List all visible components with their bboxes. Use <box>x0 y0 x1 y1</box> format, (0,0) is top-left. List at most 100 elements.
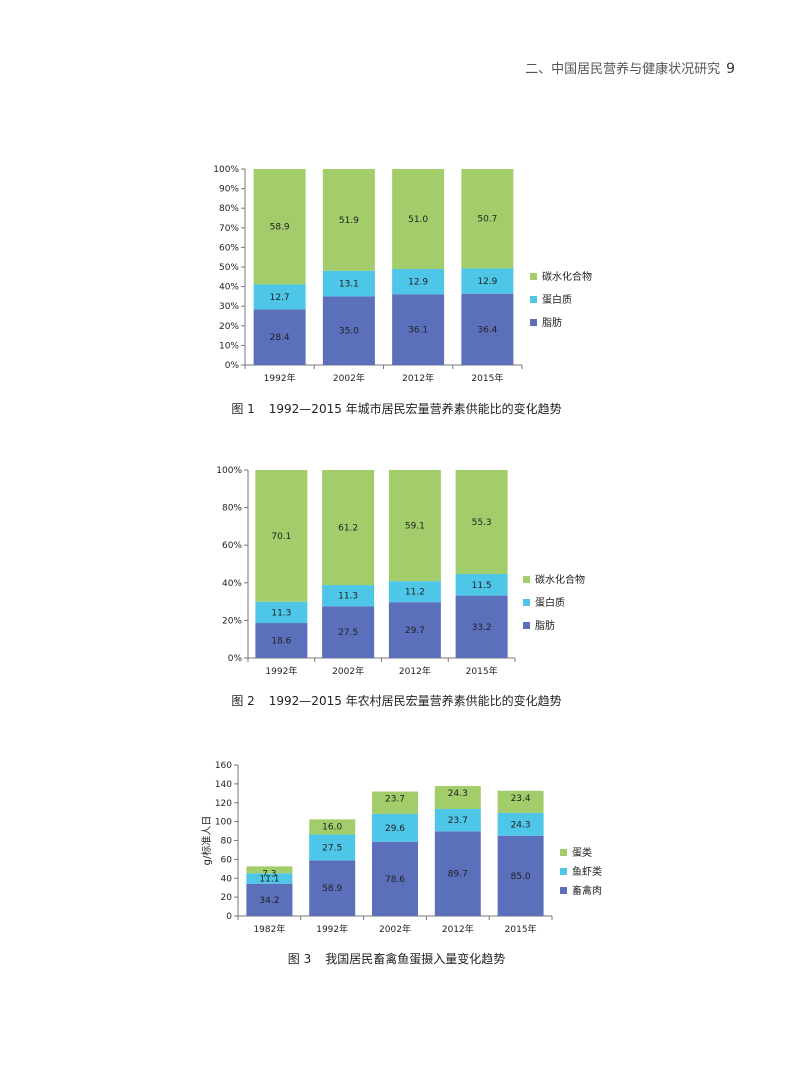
chart3-bar-2-1 <box>309 819 356 835</box>
chart3-y-tick-label: 20 <box>221 893 233 903</box>
chart3-y-tick-label: 100 <box>215 818 232 828</box>
chart2-bar-2-0 <box>255 470 308 602</box>
chart1-bar-2-3 <box>461 169 514 269</box>
chart2-data-label: 18.6 <box>271 637 291 647</box>
figure-2-caption: 图 2 1992—2015 年农村居民宏量营养素供能比的变化趋势 <box>0 692 793 709</box>
chart3-data-label: 29.6 <box>385 824 405 834</box>
figure-2-chart: 0% 20% 40% 60% 80% 100% 1992年 2002年 2012年 2015年 18… <box>216 466 585 677</box>
chart3-bar-0-1 <box>309 860 356 916</box>
chart2-data-label: 61.2 <box>338 524 358 534</box>
figure-3-chart: 0 20 40 60 80 100 120 140 160 1982年 1992年 2002年 2012… <box>201 761 602 935</box>
chart3-y-axis-title: g/标准人日 <box>201 816 213 866</box>
chart1-legend-label-0: 脂肪 <box>542 316 562 329</box>
chart3-y-tick-label: 0 <box>226 912 232 922</box>
chart1-y-tick-label: 10% <box>219 341 239 351</box>
chart1-bar-1-0 <box>253 284 306 310</box>
chart3-x-tick-label: 2015年 <box>505 923 537 935</box>
chart2-bar-1-1 <box>322 585 375 607</box>
chart1-y-tick-label: 40% <box>219 283 239 293</box>
figure-3-number: 图 3 <box>287 952 312 966</box>
chart1-bar-2-1 <box>322 169 375 271</box>
chart3-bar-2-3 <box>434 786 481 809</box>
chart2-data-label: 29.7 <box>405 626 425 636</box>
chart1-x-tick-label: 2012年 <box>402 372 434 384</box>
chart3-bar-0-4 <box>497 835 544 916</box>
chart3-bar-0-0 <box>246 883 293 916</box>
chart2-x-tick-label: 2012年 <box>399 665 431 677</box>
chart2-y-tick-label: 80% <box>222 504 242 514</box>
chart1-data-label: 36.4 <box>477 325 497 335</box>
chart3-bar-1-3 <box>434 808 481 832</box>
figure-2-caption-text: 1992—2015 年农村居民宏量营养素供能比的变化趋势 <box>268 694 562 708</box>
chart3-x-tick-label: 1992年 <box>316 923 348 935</box>
chart1-y-tick-label: 0% <box>225 361 240 371</box>
chart3-data-label: 23.7 <box>448 816 468 826</box>
chart1-bar-1-1 <box>322 270 375 297</box>
chart2-bar-1-3 <box>455 573 508 596</box>
chart3-y-tick-label: 160 <box>215 761 232 771</box>
chart3-legend-label-0: 畜禽肉 <box>572 884 602 897</box>
chart2-y-tick-label: 20% <box>222 616 242 626</box>
chart3-bar-1-0 <box>246 873 293 884</box>
chart3-bar-1-4 <box>497 812 544 836</box>
chart1-data-label: 13.1 <box>339 280 359 290</box>
chart1-data-label: 36.1 <box>408 326 428 336</box>
chart3-data-label: 16.0 <box>322 822 342 832</box>
chart1-data-label: 12.7 <box>270 293 290 303</box>
chart2-data-label: 27.5 <box>338 628 358 638</box>
chart1-y-tick-label: 70% <box>219 224 239 234</box>
figure-3-caption: 图 3 我国居民畜禽鱼蛋摄入量变化趋势 <box>0 950 793 967</box>
chart3-data-label: 34.2 <box>259 896 279 906</box>
chart3-x-tick-label: 2012年 <box>442 923 474 935</box>
chart1-legend-label-1: 蛋白质 <box>542 293 572 306</box>
chart2-legend-label-0: 脂肪 <box>535 619 555 632</box>
chart1-bar-0-2 <box>392 294 445 365</box>
chart1-x-tick-label: 1992年 <box>264 372 296 384</box>
chart1-bar-0-1 <box>322 296 375 365</box>
chart2-bar-2-3 <box>455 470 508 574</box>
chart3-bar-1-1 <box>309 834 356 861</box>
chart1-x-tick-label: 2015年 <box>471 372 503 384</box>
chart3-y-tick-label: 60 <box>221 855 233 865</box>
chart3-bar-0-3 <box>434 831 481 916</box>
chart1-data-label: 58.9 <box>270 223 290 233</box>
chart2-data-label: 11.5 <box>472 581 492 591</box>
chart3-data-label: 23.4 <box>511 794 531 804</box>
chart3-bar-2-0 <box>246 866 293 874</box>
figure-1-caption: 图 1 1992—2015 年城市居民宏量营养素供能比的变化趋势 <box>0 400 793 417</box>
chart3-data-label: 24.3 <box>448 789 468 799</box>
chart2-data-label: 11.3 <box>271 608 291 618</box>
chart1-x-tick-label: 2002年 <box>333 372 365 384</box>
chart2-data-label: 33.2 <box>472 623 492 633</box>
chart3-data-label: 78.6 <box>385 875 405 885</box>
chart2-data-label: 59.1 <box>405 522 425 532</box>
chart2-bar-1-2 <box>388 581 441 603</box>
chart2-legend-swatch-2 <box>523 576 530 583</box>
chart2-legend-swatch-1 <box>523 599 530 606</box>
chart3-data-label: 27.5 <box>322 843 342 853</box>
chart1-bar-0-0 <box>253 309 306 365</box>
chart1-legend-swatch-0 <box>530 319 537 326</box>
chart1-data-label: 50.7 <box>477 215 497 225</box>
chart3-x-tick-label: 2002年 <box>379 923 411 935</box>
chart3-data-label: 89.7 <box>448 870 468 880</box>
chart2-legend-label-1: 蛋白质 <box>535 596 565 609</box>
chart1-y-tick-label: 80% <box>219 204 239 214</box>
chart2-bar-0-1 <box>322 606 375 658</box>
chart1-legend-swatch-1 <box>530 296 537 303</box>
chart1-y-tick-label: 90% <box>219 185 239 195</box>
chart3-legend-label-2: 蛋类 <box>572 846 592 859</box>
chart2-bar-0-3 <box>455 595 508 658</box>
chart3-y-tick-label: 80 <box>221 837 233 847</box>
chart1-y-tick-label: 20% <box>219 322 239 332</box>
chart3-bar-2-4 <box>497 790 544 813</box>
chart1-data-label: 51.0 <box>408 215 428 225</box>
chart3-legend-label-1: 鱼虾类 <box>572 865 602 878</box>
chart2-x-tick-label: 2015年 <box>466 665 498 677</box>
chart1-bar-2-0 <box>253 169 306 285</box>
page-number: 9 <box>726 61 735 77</box>
chart2-data-label: 11.3 <box>338 592 358 602</box>
chart2-legend-label-2: 碳水化合物 <box>535 573 585 586</box>
chart3-bar-1-2 <box>372 813 418 842</box>
chart3-data-label: 85.0 <box>511 872 531 882</box>
